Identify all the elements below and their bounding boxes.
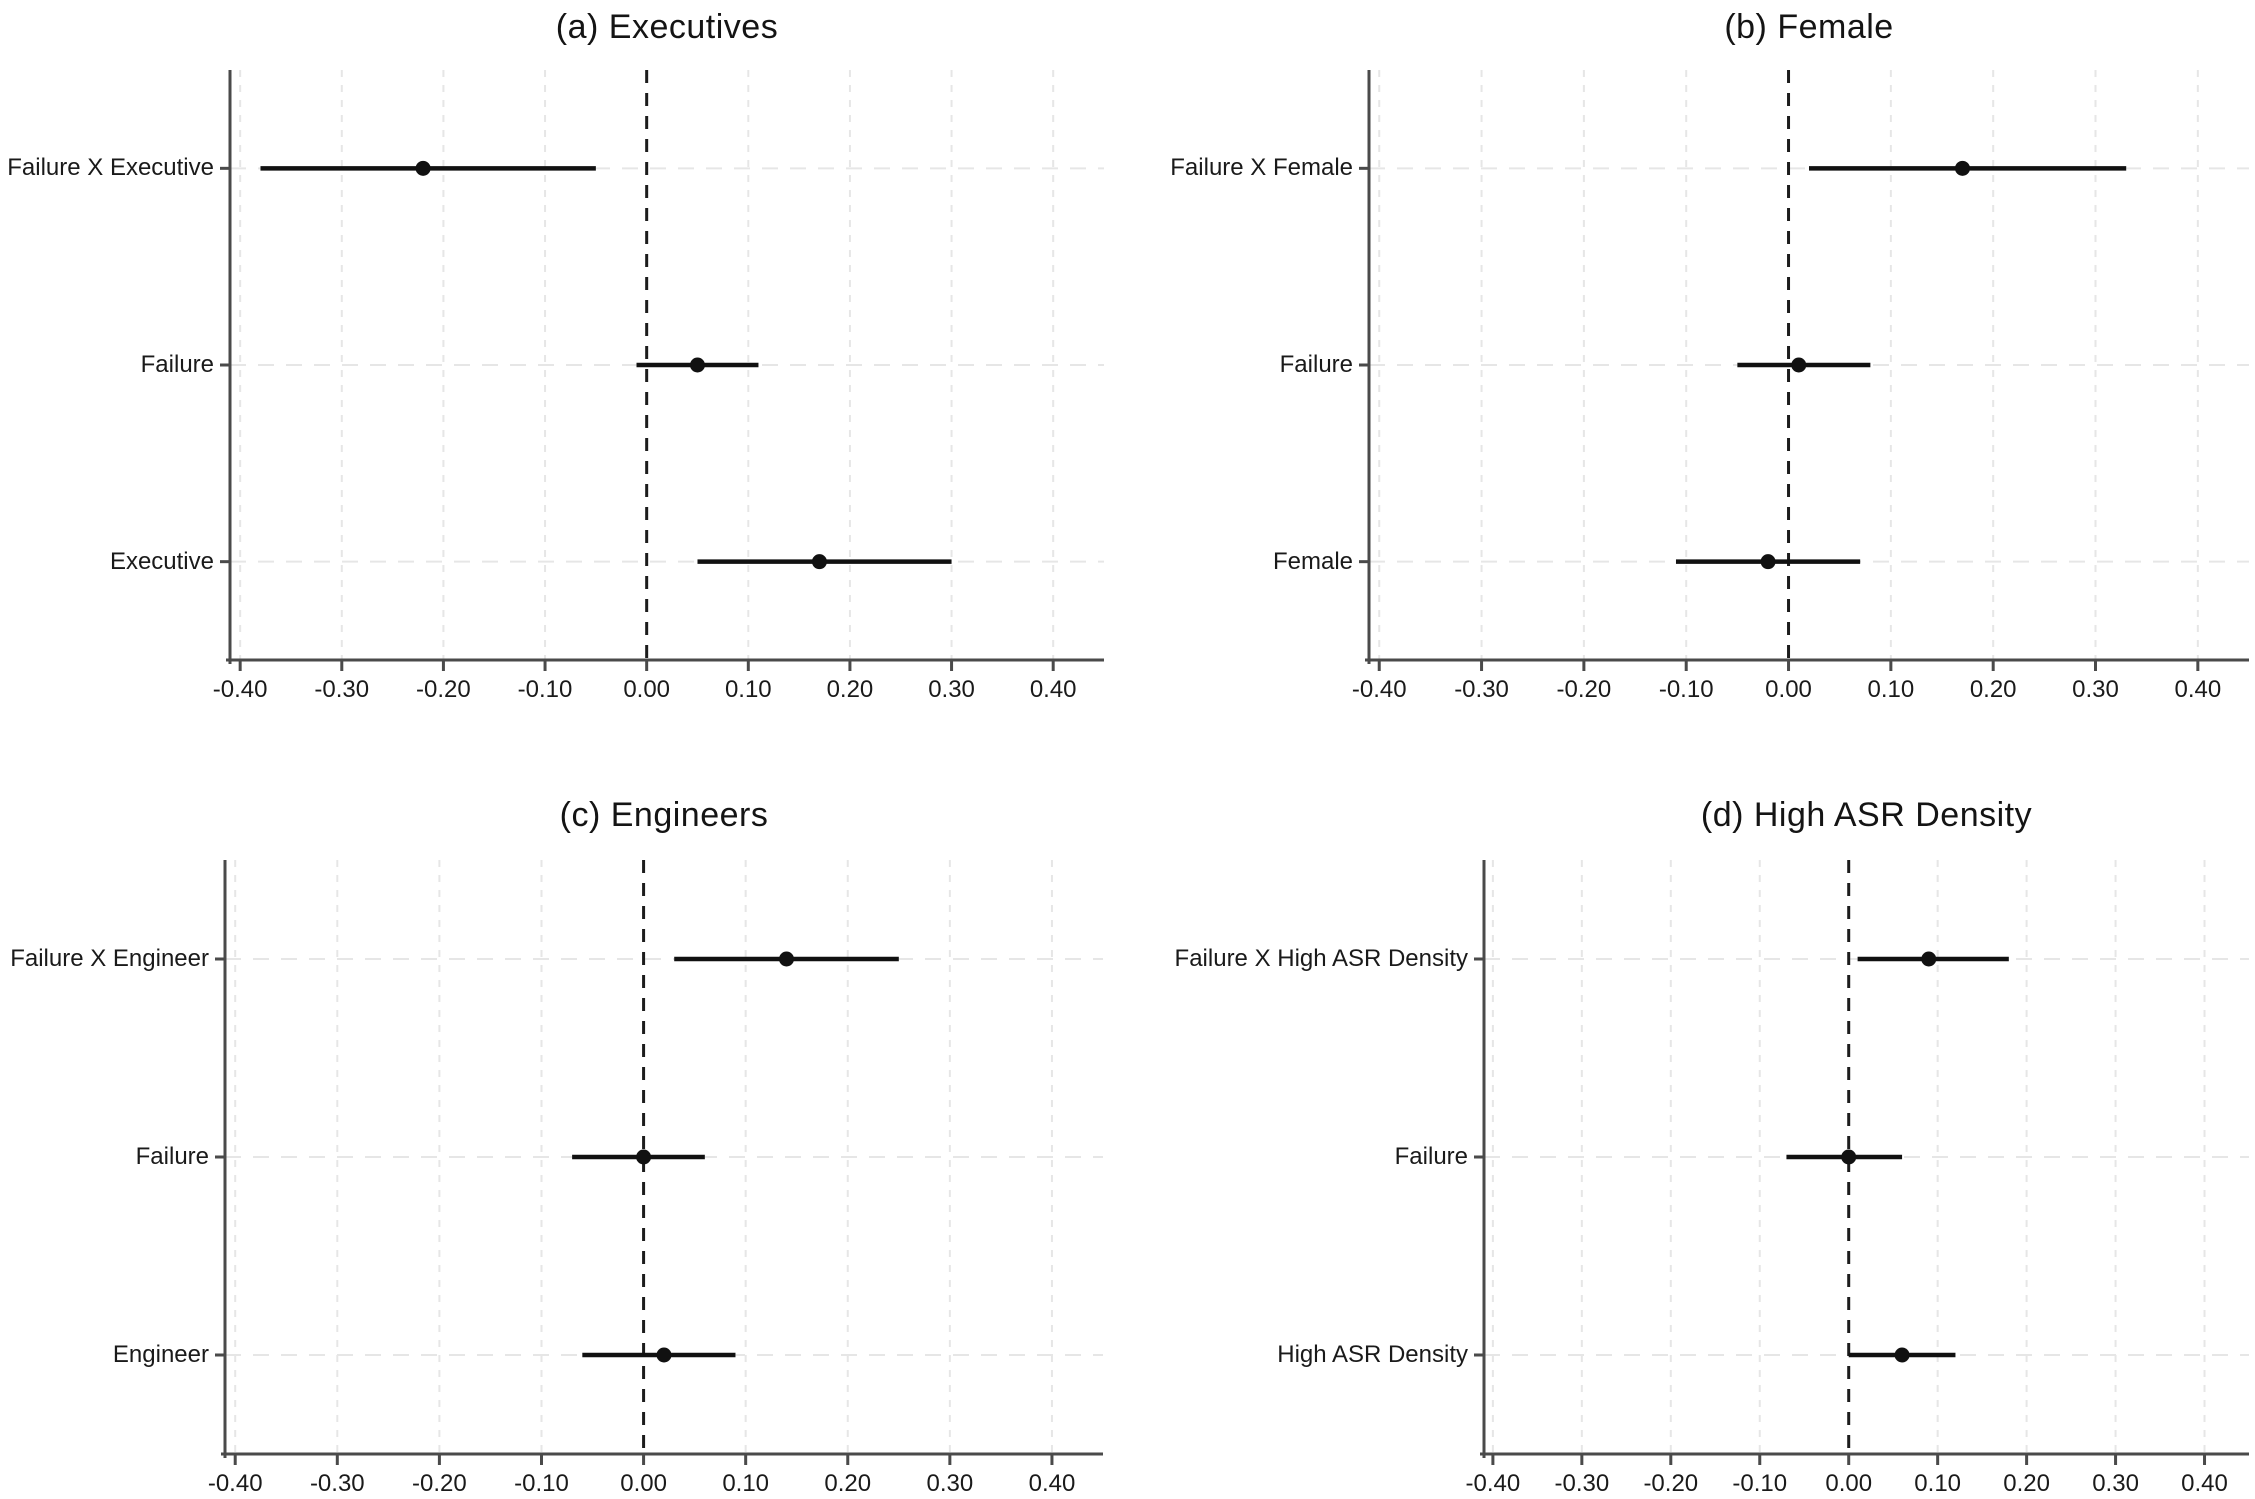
x-tick-label: 0.40 [2181,1470,2228,1497]
row-label: High ASR Density [1277,1341,1468,1368]
point-estimate [689,357,705,373]
row-label: Failure X Executive [7,154,214,182]
row-label: Executive [109,547,214,575]
point-estimate [811,554,827,570]
point-estimate [1791,357,1807,373]
point-estimate [1894,1347,1910,1363]
x-tick-label: -0.30 [314,676,370,703]
point-estimate [636,1149,652,1165]
x-tick-label: 0.30 [2072,676,2119,703]
x-tick-label: 0.40 [1029,676,1077,703]
point-estimate [1954,160,1970,176]
x-tick-label: -0.10 [1732,1470,1788,1497]
row-label: Female [1272,547,1353,575]
x-tick-label: -0.10 [1658,676,1714,703]
point-estimate [779,951,795,967]
plot-area [215,860,1103,1465]
point-estimate [656,1347,672,1363]
x-tick-label: 0.20 [826,676,874,703]
coef-plot-svg [1474,860,2249,1465]
panel-title: (d) High ASR Density [1700,796,2033,834]
panel-title: (b) Female [1724,8,1894,46]
row-label: Failure X High ASR Density [1174,945,1468,972]
x-tick-label: 0.00 [620,1470,667,1497]
x-tick-label: -0.40 [1465,1470,1521,1497]
point-estimate [1760,554,1776,570]
coef-plot-svg [1359,70,2249,671]
x-tick-label: 0.00 [1765,676,1812,703]
x-tick-label: 0.40 [2174,676,2222,703]
x-tick-label: -0.20 [416,676,471,703]
plot-area [220,70,1104,671]
panel-engineers: (c) Engineers Failure X Engineer Failure E… [0,750,1127,1499]
x-tick-label: 0.10 [1914,1470,1962,1497]
x-tick-label: -0.30 [1454,676,1509,703]
plot-area [1474,860,2249,1465]
point-estimate [415,160,431,176]
x-tick-label: 0.30 [926,1470,974,1497]
row-label: Failure X Engineer [10,945,209,972]
x-tick-label: 0.20 [2003,1470,2050,1497]
x-tick-label: -0.20 [1556,676,1612,703]
x-tick-label: -0.40 [1351,676,1407,703]
x-tick-label: -0.20 [1643,1470,1699,1497]
panel-high-asr-density: (d) High ASR Density Failure X High ASR … [1128,750,2255,1499]
x-tick-label: -0.40 [212,676,268,703]
x-tick-label: 0.00 [1825,1470,1873,1497]
coef-plot-svg [215,860,1103,1465]
x-tick-label: -0.30 [309,1470,365,1497]
row-label: Failure [140,351,214,378]
x-tick-label: -0.30 [1554,1470,1610,1497]
x-tick-label: 0.10 [722,1470,770,1497]
x-tick-label: -0.20 [412,1470,467,1497]
coef-plot-svg [220,70,1104,671]
point-estimate [1921,951,1937,967]
row-label: Failure [1394,1143,1468,1170]
row-label: Engineer [112,1341,209,1368]
x-tick-label: 0.20 [824,1470,872,1497]
x-tick-label: 0.30 [928,676,975,703]
x-tick-label: -0.10 [514,1470,569,1497]
panel-executives: (a) Executives Failure X Executive Failur… [0,0,1127,750]
x-tick-label: 0.10 [1867,676,1915,703]
x-tick-label: 0.10 [724,676,772,703]
panel-female: (b) Female Failure X Female Failure Female… [1128,0,2255,750]
plot-area [1359,70,2249,671]
panel-title: (c) Engineers [559,796,769,834]
panel-title: (a) Executives [555,8,779,46]
x-tick-label: 0.40 [1028,1470,1076,1497]
x-tick-label: 0.30 [2092,1470,2139,1497]
row-label: Failure [135,1143,209,1170]
x-tick-label: 0.00 [623,676,671,703]
x-tick-label: -0.40 [207,1470,263,1497]
x-tick-label: -0.10 [517,676,573,703]
row-label: Failure [1279,351,1353,378]
row-label: Failure X Female [1170,154,1353,182]
x-tick-label: 0.20 [1969,676,2017,703]
point-estimate [1841,1149,1857,1165]
